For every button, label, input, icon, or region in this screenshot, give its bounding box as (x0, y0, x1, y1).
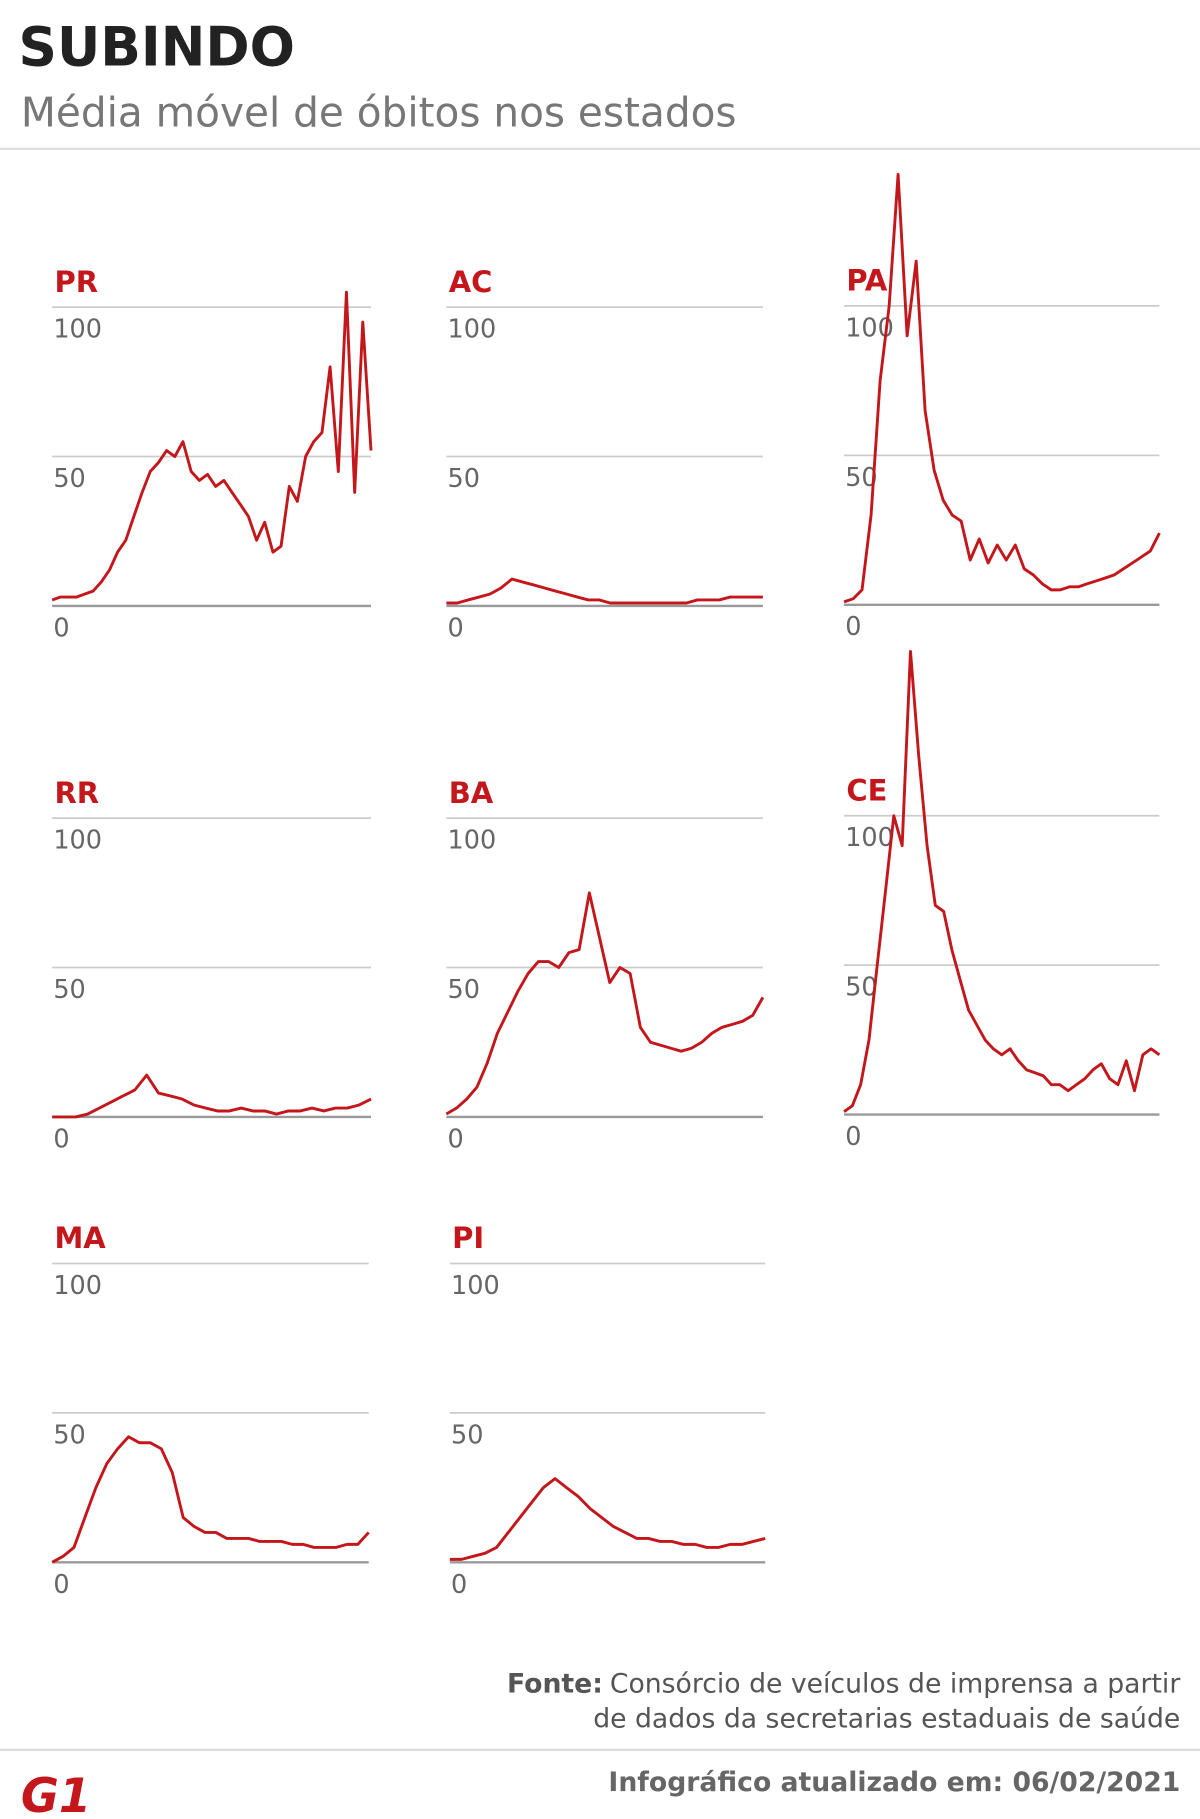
y-tick-label: 0 (448, 1124, 464, 1154)
y-tick-label: 50 (451, 1420, 483, 1450)
source-label: Fonte: (507, 1668, 603, 1699)
y-tick-label: 50 (448, 464, 480, 494)
y-tick-label: 50 (53, 975, 85, 1005)
y-tick-label: 0 (53, 613, 69, 643)
data-line (843, 172, 1161, 604)
y-tick-label: 50 (53, 464, 85, 494)
data-line (51, 1435, 370, 1564)
y-tick-label: 0 (53, 1570, 69, 1600)
data-line (446, 577, 763, 605)
panel-title: PA (846, 264, 887, 298)
data-line (445, 891, 765, 1116)
y-tick-label: 50 (448, 975, 480, 1005)
y-tick-label: 100 (53, 1271, 102, 1301)
data-line (843, 649, 1161, 1113)
panel-title: AC (449, 265, 493, 299)
source: Fonte: Consórcio de veículos de imprensa … (507, 1668, 1181, 1699)
panel-title: PR (54, 265, 98, 299)
data-line (51, 290, 373, 602)
y-tick-label: 100 (451, 1271, 500, 1301)
data-line (52, 1073, 372, 1119)
source-line: de dados da secretarias estaduais de saú… (593, 1703, 1180, 1734)
panel-title: PI (452, 1221, 484, 1255)
y-tick-label: 0 (845, 1122, 861, 1152)
y-tick-label: 100 (448, 825, 497, 855)
y-tick-label: 0 (53, 1124, 69, 1154)
y-tick-label: 50 (53, 1420, 85, 1450)
y-tick-label: 100 (53, 314, 102, 344)
data-line (449, 1477, 766, 1561)
y-tick-label: 100 (845, 823, 894, 853)
y-tick-label: 0 (845, 612, 861, 642)
y-tick-label: 0 (451, 1570, 467, 1600)
logo: G1 (21, 1769, 91, 1819)
title: SUBINDO (19, 15, 295, 78)
panel-title: BA (449, 776, 494, 810)
panel-title: CE (846, 773, 887, 807)
y-tick-label: 0 (448, 613, 464, 643)
subtitle: Média móvel de óbitos nos estados (21, 88, 737, 136)
updated: Infográfico atualizado em: 06/02/2021 (608, 1767, 1180, 1798)
y-tick-label: 100 (448, 314, 497, 344)
y-tick-label: 100 (53, 825, 102, 855)
panel-title: RR (54, 776, 99, 810)
source-line: Consórcio de veículos de imprensa a part… (610, 1668, 1181, 1699)
panel-title: MA (54, 1221, 106, 1255)
